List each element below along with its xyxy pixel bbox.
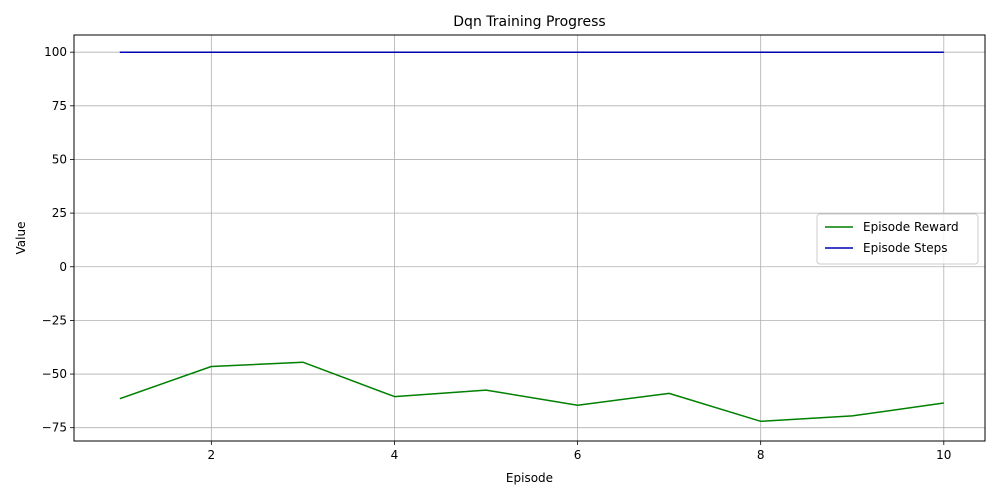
legend: Episode Reward Episode Steps xyxy=(816,213,979,265)
y-tick-label: 75 xyxy=(52,99,67,113)
x-tick-label: 2 xyxy=(208,448,216,462)
y-tick-label: −75 xyxy=(42,421,67,435)
y-tick-label: −50 xyxy=(42,367,67,381)
series-line-episode-reward xyxy=(119,361,944,423)
grid-lines xyxy=(74,35,985,441)
x-tick-label: 10 xyxy=(936,448,951,462)
plot-frame xyxy=(73,34,986,442)
x-tick-label: 6 xyxy=(574,448,582,462)
y-tick-label: 50 xyxy=(52,152,67,166)
y-tick-label: −25 xyxy=(42,313,67,327)
series-lines xyxy=(119,51,944,423)
y-tick-label: 0 xyxy=(59,260,67,274)
legend-entry-label: Episode Steps xyxy=(863,241,948,255)
x-axis-label: Episode xyxy=(506,471,553,485)
y-axis-label: Value xyxy=(14,222,28,255)
legend-entry-label: Episode Reward xyxy=(863,220,959,234)
x-tick-label: 8 xyxy=(757,448,765,462)
x-tick-label: 4 xyxy=(391,448,399,462)
y-tick-label: 100 xyxy=(44,45,67,59)
y-tick-label: 25 xyxy=(52,206,67,220)
axis-ticks: 2 4 6 8 10 −75 −50 −25 0 25 50 75 100 xyxy=(42,45,952,462)
legend-box xyxy=(816,213,979,265)
chart-title: Dqn Training Progress xyxy=(453,14,605,30)
